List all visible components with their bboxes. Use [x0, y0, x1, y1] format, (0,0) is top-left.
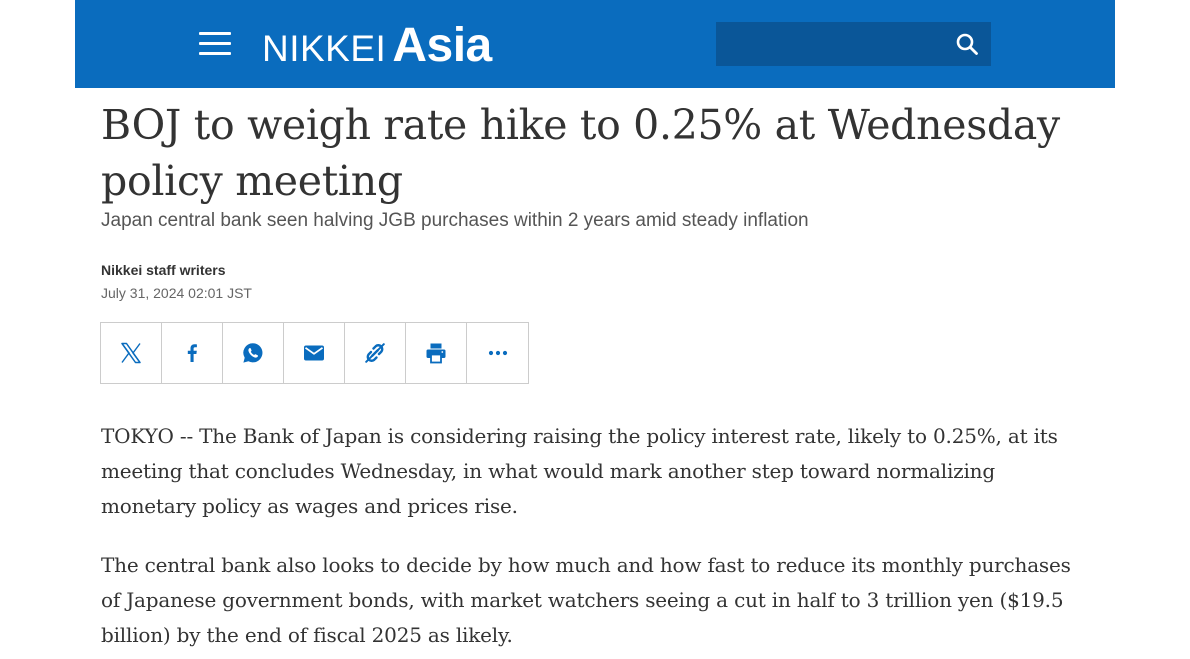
menu-line [199, 42, 231, 45]
article-byline[interactable]: Nikkei staff writers [101, 262, 226, 278]
article-paragraph: The central bank also looks to decide by… [101, 553, 1071, 647]
search-input[interactable] [716, 22, 946, 66]
facebook-icon [187, 344, 197, 362]
article-subheadline: Japan central bank seen halving JGB purc… [101, 210, 809, 231]
hamburger-menu-icon[interactable] [199, 31, 231, 57]
link-icon [365, 343, 385, 363]
menu-line [199, 32, 231, 35]
article-timestamp: July 31, 2024 02:01 JST [101, 285, 252, 301]
article-paragraph: TOKYO -- The Bank of Japan is considerin… [101, 424, 1058, 518]
whatsapp-icon [243, 343, 263, 363]
more-icon [488, 350, 507, 356]
share-whatsapp-button[interactable] [223, 323, 284, 383]
share-link-button[interactable] [345, 323, 406, 383]
more-options-button[interactable] [467, 323, 528, 383]
email-icon [304, 345, 324, 361]
x-icon [121, 342, 141, 364]
nikkei-asia-logo[interactable]: NIKKEI Asia [262, 18, 492, 72]
share-x-button[interactable] [101, 323, 162, 383]
share-email-button[interactable] [284, 323, 345, 383]
logo-nikkei: NIKKEI [262, 28, 387, 69]
print-button[interactable] [406, 323, 467, 383]
article-headline: BOJ to weigh rate hike to 0.25% at Wedne… [101, 101, 1060, 205]
menu-line [199, 52, 231, 55]
share-facebook-button[interactable] [162, 323, 223, 383]
print-icon [426, 343, 446, 364]
search-icon[interactable] [955, 32, 979, 56]
search-bar [716, 22, 991, 66]
logo-asia: Asia [392, 19, 492, 72]
share-toolbar [100, 322, 529, 384]
top-navigation-bar: NIKKEI Asia [75, 0, 1115, 88]
